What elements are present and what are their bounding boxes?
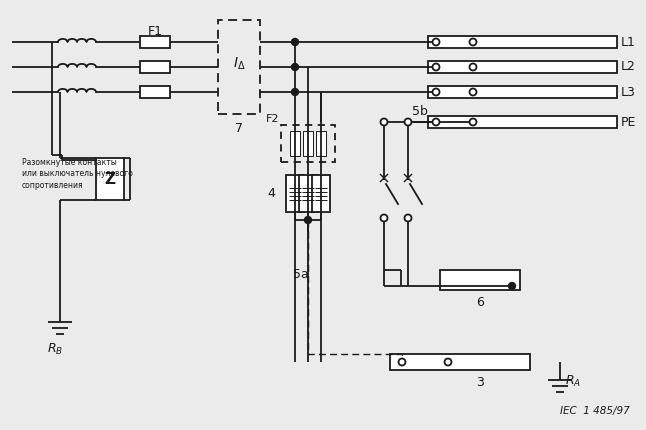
Text: $R_A$: $R_A$ (565, 374, 581, 389)
Circle shape (380, 215, 388, 221)
Bar (428, 116, 617, 128)
Circle shape (444, 359, 452, 366)
Circle shape (291, 39, 298, 46)
Text: $I_\Delta$: $I_\Delta$ (233, 56, 245, 72)
Bar (299, 175, 317, 212)
Circle shape (380, 119, 388, 126)
Text: 6: 6 (476, 296, 484, 309)
Bar (96, 158, 124, 200)
Bar (290, 131, 300, 156)
Text: $R_B$: $R_B$ (47, 342, 63, 357)
Text: 5b: 5b (412, 105, 428, 118)
Text: Разомкнутые контакты
или выключатель нулевого
сопротивления: Разомкнутые контакты или выключатель нул… (22, 158, 133, 190)
Bar (440, 270, 520, 290)
Bar (428, 36, 617, 48)
Circle shape (470, 64, 477, 71)
Circle shape (404, 215, 412, 221)
Circle shape (399, 359, 406, 366)
Circle shape (304, 216, 311, 224)
Bar (316, 131, 326, 156)
Circle shape (433, 119, 439, 126)
Text: F2: F2 (266, 114, 279, 124)
Bar (428, 61, 617, 73)
Bar (390, 354, 530, 370)
Circle shape (433, 64, 439, 71)
Text: 7: 7 (235, 122, 243, 135)
Bar (140, 36, 170, 48)
Bar (281, 125, 335, 162)
Text: 4: 4 (267, 187, 275, 200)
Bar (140, 61, 170, 73)
Circle shape (470, 39, 477, 46)
Text: PE: PE (621, 116, 636, 129)
Bar (218, 20, 260, 114)
Text: 3: 3 (476, 376, 484, 389)
Bar (303, 131, 313, 156)
Circle shape (404, 119, 412, 126)
Text: 5a: 5a (293, 268, 309, 282)
Text: IEC  1 485/97: IEC 1 485/97 (560, 406, 630, 416)
Circle shape (470, 89, 477, 95)
Text: Z: Z (105, 172, 116, 187)
Text: L2: L2 (621, 61, 636, 74)
Bar (140, 86, 170, 98)
Circle shape (291, 64, 298, 71)
Circle shape (470, 119, 477, 126)
Bar (428, 86, 617, 98)
Bar (312, 175, 330, 212)
Text: L1: L1 (621, 36, 636, 49)
Text: L3: L3 (621, 86, 636, 98)
Bar (286, 175, 304, 212)
Circle shape (508, 283, 516, 289)
Text: F1: F1 (147, 25, 163, 38)
Circle shape (291, 89, 298, 95)
Circle shape (433, 39, 439, 46)
Circle shape (433, 89, 439, 95)
